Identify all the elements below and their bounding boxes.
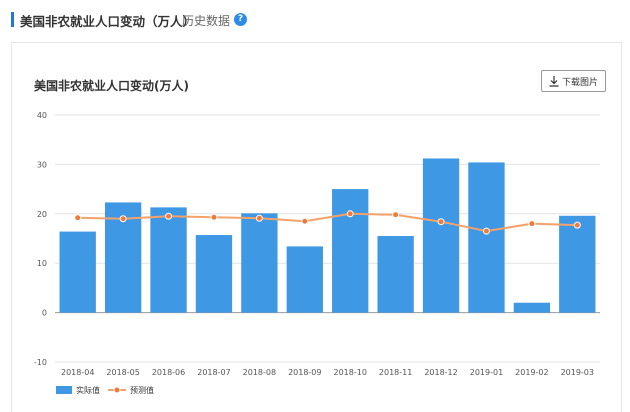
legend-swatch-actual (56, 386, 72, 394)
y-tick-label: -10 (34, 358, 47, 367)
forecast-point (210, 213, 218, 221)
x-tick-label: 2018-07 (197, 368, 230, 377)
x-tick-label: 2018-09 (288, 368, 321, 377)
bar (59, 231, 96, 313)
forecast-point (301, 217, 309, 225)
x-tick-label: 2018-12 (424, 368, 457, 377)
history-data-link[interactable]: 历史数据 (182, 14, 231, 28)
bar (468, 162, 505, 313)
x-tick-label: 2018-05 (106, 368, 139, 377)
bar (513, 302, 551, 313)
download-icon (549, 75, 559, 87)
x-tick-label: 2019-01 (470, 368, 503, 377)
x-tick-label: 2018-11 (379, 368, 412, 377)
bar (377, 236, 414, 313)
y-tick-label: 30 (37, 160, 47, 169)
x-tick-label: 2019-02 (515, 368, 548, 377)
download-label: 下载图片 (561, 77, 598, 88)
forecast-point (437, 218, 445, 226)
help-icon[interactable]: ? (234, 13, 247, 26)
legend-label-actual: 实际值 (76, 385, 100, 395)
y-tick-label: 10 (37, 259, 47, 268)
x-tick-label: 2018-08 (243, 368, 276, 377)
forecast-point (119, 215, 127, 223)
forecast-point (392, 211, 400, 219)
legend-swatch-forecast-marker (113, 386, 121, 394)
forecast-point (255, 214, 263, 222)
download-image-button[interactable]: 下载图片 (541, 70, 606, 92)
forecast-line (77, 212, 578, 233)
x-tick-label: 2019-03 (561, 368, 594, 377)
y-tick-label: 0 (42, 309, 47, 318)
bar (332, 189, 369, 313)
forecast-point (346, 210, 354, 218)
chart-title: 美国非农就业人口变动(万人) (34, 79, 189, 93)
forecast-point (482, 227, 490, 235)
section-header: 美国非农就业人口变动（万人） 历史数据 ? (0, 0, 630, 40)
bar (241, 213, 278, 313)
bar (286, 246, 323, 313)
bar (422, 158, 460, 313)
accent-bar (11, 12, 14, 27)
bar (195, 235, 233, 313)
forecast-point (165, 212, 173, 220)
forecast-point (528, 220, 536, 228)
x-tick-label: 2018-04 (61, 368, 94, 377)
forecast-point (573, 221, 581, 229)
section-title: 美国非农就业人口变动（万人） (20, 14, 196, 29)
y-tick-label: 20 (37, 210, 47, 219)
legend-label-forecast: 预测值 (130, 385, 154, 395)
x-tick-label: 2018-10 (333, 368, 366, 377)
y-tick-label: 40 (37, 111, 47, 120)
forecast-point (74, 214, 82, 222)
bar (150, 207, 187, 313)
bar (559, 215, 596, 313)
x-tick-label: 2018-06 (152, 368, 185, 377)
